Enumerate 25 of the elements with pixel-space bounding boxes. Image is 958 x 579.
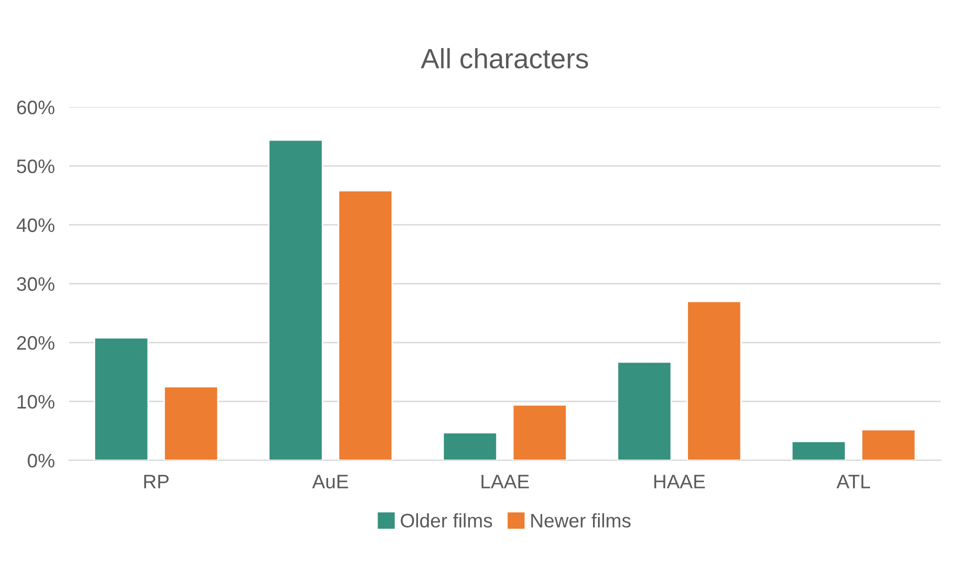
x-tick-label: AuE xyxy=(312,474,348,488)
legend-label: Older films xyxy=(400,513,492,528)
bar xyxy=(616,361,672,460)
x-tick-label: ATL xyxy=(836,474,870,488)
bar xyxy=(686,300,742,460)
y-tick-label: 40% xyxy=(16,218,54,232)
bar xyxy=(442,432,498,460)
y-tick-label: 10% xyxy=(18,394,54,409)
x-tick-label: RP xyxy=(144,474,169,488)
y-tick-label: 30% xyxy=(16,277,54,291)
bar xyxy=(791,440,846,460)
bar xyxy=(860,429,916,460)
bar xyxy=(512,404,568,460)
y-tick-label: 20% xyxy=(17,336,54,350)
bar xyxy=(164,386,219,460)
y-tick-label: 50% xyxy=(16,159,54,174)
bar xyxy=(338,190,393,460)
legend-label: Newer films xyxy=(531,513,631,528)
y-tick-label: 0% xyxy=(28,454,54,468)
bar xyxy=(268,139,324,460)
bar xyxy=(94,337,149,460)
chart-title: All characters xyxy=(420,48,588,68)
y-tick-label: 60% xyxy=(17,100,54,114)
x-tick-label: LAAE xyxy=(482,474,529,488)
x-tick-label: HAAE xyxy=(654,474,705,488)
